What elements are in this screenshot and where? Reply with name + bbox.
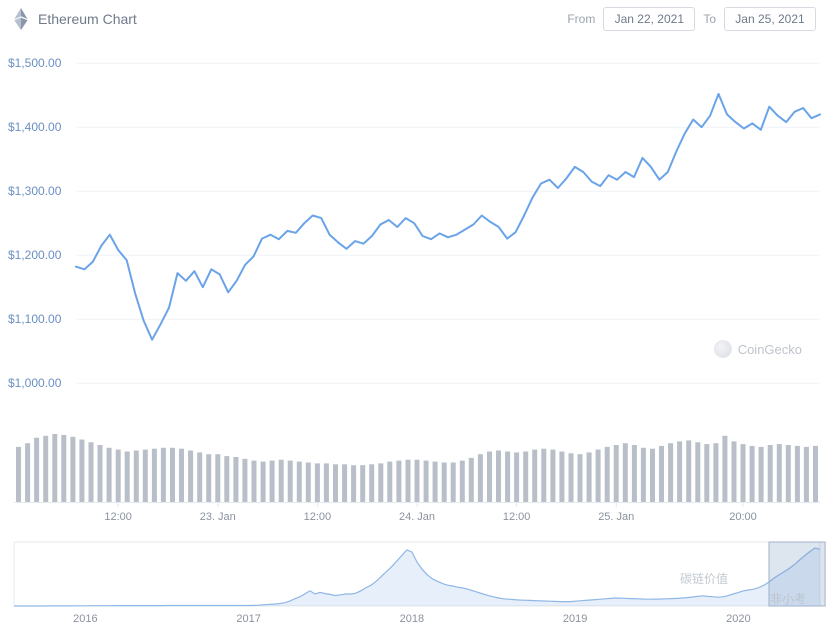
corner-left-label: 碳链价值: [680, 570, 728, 587]
svg-text:25. Jan: 25. Jan: [598, 511, 634, 523]
svg-text:$1,500.00: $1,500.00: [8, 56, 62, 70]
svg-text:2017: 2017: [236, 613, 260, 625]
svg-text:$1,000.00: $1,000.00: [8, 376, 62, 390]
to-date-input[interactable]: Jan 25, 2021: [724, 7, 816, 31]
svg-text:$1,100.00: $1,100.00: [8, 312, 62, 326]
svg-text:$1,200.00: $1,200.00: [8, 248, 62, 262]
svg-text:2018: 2018: [400, 613, 424, 625]
svg-text:12:00: 12:00: [104, 511, 132, 523]
svg-text:2019: 2019: [563, 613, 587, 625]
svg-text:$1,400.00: $1,400.00: [8, 120, 62, 134]
watermark-text: CoinGecko: [738, 342, 802, 357]
coingecko-icon: [714, 340, 732, 358]
price-line-chart: $1,000.00 $1,100.00 $1,200.00 $1,300.00 $1,4…: [0, 36, 830, 406]
title-wrap: Ethereum Chart: [14, 8, 137, 30]
chart-header: Ethereum Chart From Jan 22, 2021 To Jan …: [0, 0, 830, 36]
corner-right-label: 非小考: [770, 590, 806, 607]
chart-title: Ethereum Chart: [38, 11, 137, 27]
svg-text:24. Jan: 24. Jan: [399, 511, 435, 523]
coingecko-watermark: CoinGecko: [714, 340, 802, 358]
ethereum-icon: [14, 8, 28, 30]
svg-text:12:00: 12:00: [503, 511, 531, 523]
svg-text:23. Jan: 23. Jan: [200, 511, 236, 523]
volume-bar-chart: 12:00 23. Jan 12:00 24. Jan 12:00 25. Jan 20:0…: [0, 430, 830, 526]
from-label: From: [567, 12, 595, 26]
to-label: To: [703, 12, 716, 26]
svg-text:$1,300.00: $1,300.00: [8, 184, 62, 198]
date-range: From Jan 22, 2021 To Jan 25, 2021: [567, 7, 816, 31]
svg-text:20:00: 20:00: [729, 511, 757, 523]
svg-text:12:00: 12:00: [304, 511, 332, 523]
svg-text:2016: 2016: [73, 613, 97, 625]
from-date-input[interactable]: Jan 22, 2021: [603, 7, 695, 31]
svg-text:2020: 2020: [726, 613, 750, 625]
